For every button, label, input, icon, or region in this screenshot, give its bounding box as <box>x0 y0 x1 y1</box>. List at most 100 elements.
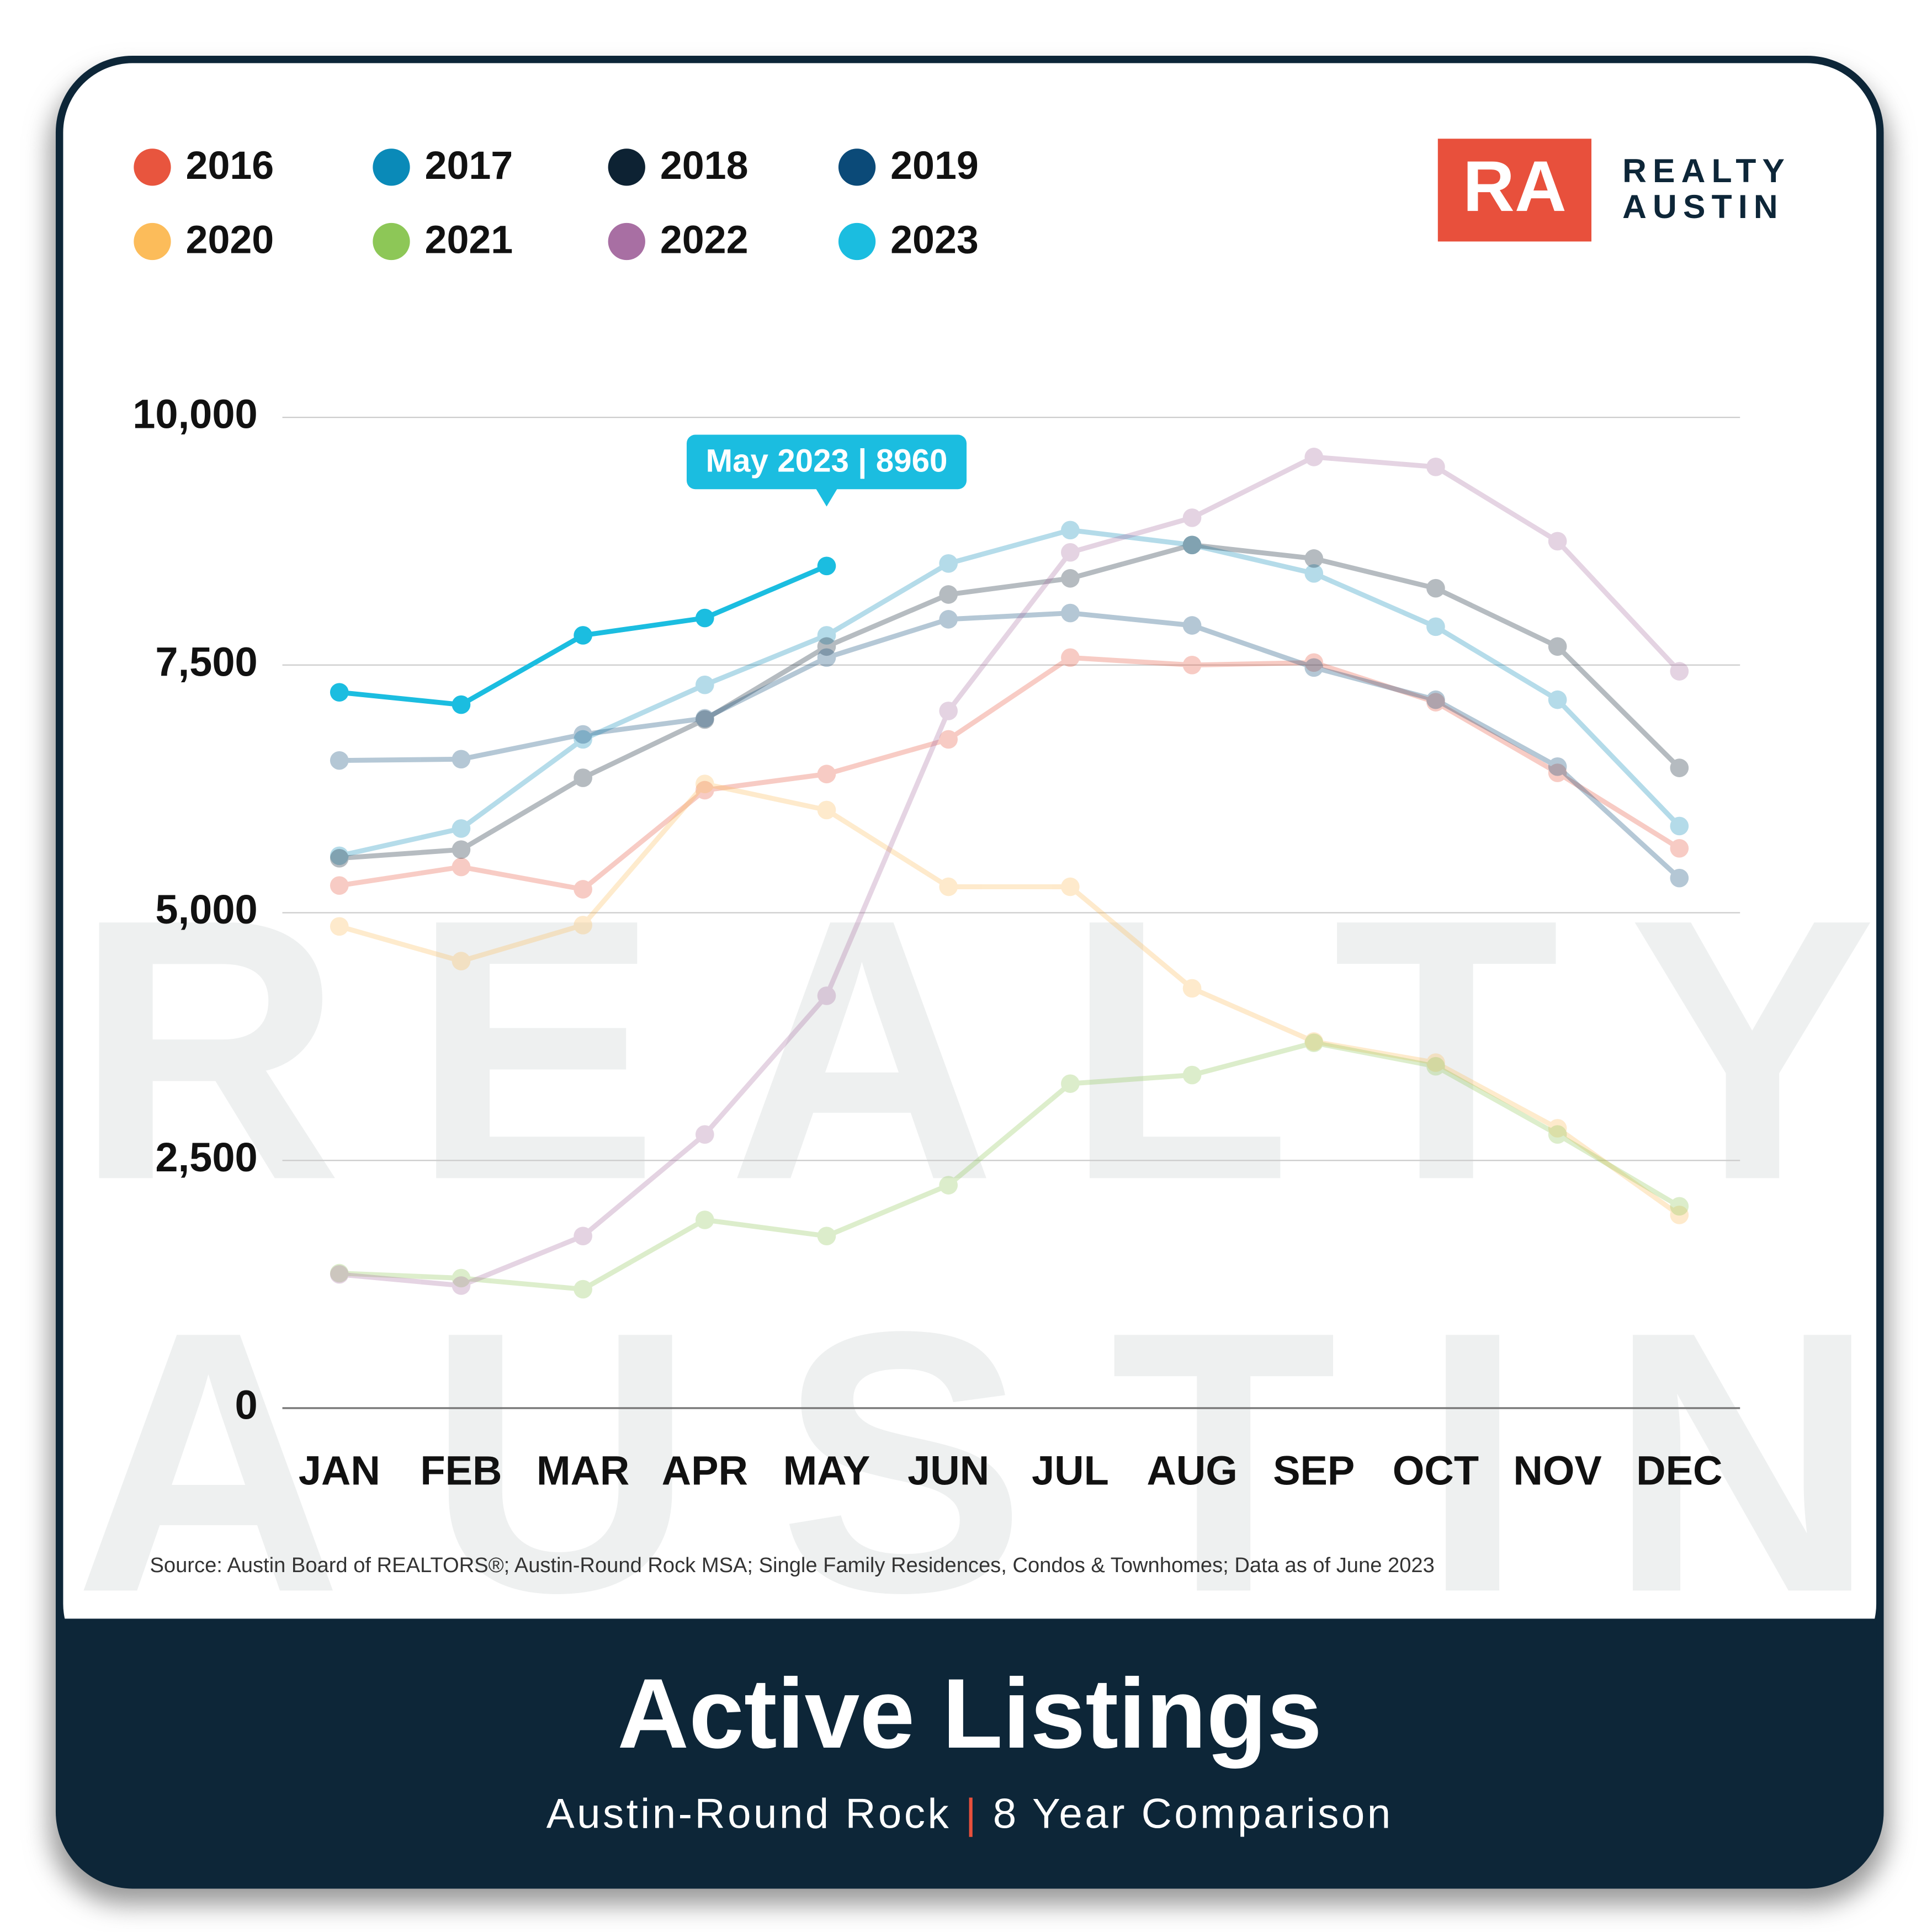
x-tick-label: MAR <box>537 1447 630 1493</box>
data-point <box>1548 757 1567 776</box>
data-point <box>330 846 349 866</box>
data-point <box>574 725 592 744</box>
legend-swatch <box>373 222 410 261</box>
series <box>330 1033 1689 1299</box>
data-point <box>695 709 714 728</box>
x-tick-label: MAY <box>783 1447 871 1493</box>
legend-swatch <box>608 222 645 261</box>
legend-label: 2023 <box>890 218 979 262</box>
data-point <box>452 1276 471 1295</box>
data-point <box>1182 979 1202 998</box>
y-tick-label: 0 <box>235 1382 257 1428</box>
legend-label: 2021 <box>425 218 513 262</box>
data-point <box>330 876 349 895</box>
card-body <box>63 63 1877 1674</box>
subtitle-separator: | <box>965 1791 979 1838</box>
x-tick-label: JAN <box>299 1447 380 1493</box>
x-tick-label: JUN <box>907 1447 989 1493</box>
y-tick-label: 5,000 <box>155 887 257 932</box>
series-line <box>339 542 1681 861</box>
data-point <box>939 554 958 573</box>
data-point <box>817 765 836 784</box>
data-point <box>1182 535 1202 555</box>
subtitle-part: 8 Year Comparison <box>993 1791 1393 1838</box>
data-point <box>817 556 836 576</box>
data-point <box>1061 603 1080 623</box>
annotation-pointer <box>815 487 838 507</box>
data-point <box>452 952 471 970</box>
data-point <box>1426 617 1445 636</box>
series <box>330 774 1689 1224</box>
legend-swatch <box>373 148 410 186</box>
logo-text: REALTY <box>1622 152 1791 189</box>
data-point <box>1548 763 1567 782</box>
logo-mark: RA <box>1463 146 1567 226</box>
data-point <box>1304 653 1324 672</box>
subtitle-part: Austin-Round Rock <box>546 1791 951 1838</box>
data-point <box>1670 758 1689 777</box>
data-point <box>1061 877 1080 896</box>
series <box>330 535 1689 868</box>
x-tick-label: SEP <box>1273 1447 1355 1493</box>
series <box>330 648 1689 899</box>
data-point <box>1182 1065 1202 1085</box>
series <box>330 448 1689 1295</box>
x-tick-label: APR <box>662 1447 748 1493</box>
series <box>330 603 1689 888</box>
data-point <box>1426 578 1445 598</box>
logo-text: AUSTIN <box>1622 188 1784 225</box>
series-line <box>339 655 1681 892</box>
series-line <box>339 454 1681 1288</box>
legend-label: 2019 <box>890 144 979 188</box>
data-point <box>1061 521 1080 540</box>
data-point <box>1061 648 1080 667</box>
data-point <box>1670 868 1689 888</box>
data-point <box>1670 1206 1689 1224</box>
data-point <box>452 695 471 714</box>
data-point <box>452 1268 471 1288</box>
y-tick-label: 10,000 <box>132 391 257 437</box>
data-point <box>574 768 592 787</box>
data-point <box>817 637 836 656</box>
legend-swatch <box>608 148 645 186</box>
data-point <box>695 608 714 628</box>
legend-label: 2017 <box>425 144 513 188</box>
data-point <box>1426 690 1445 709</box>
data-point <box>574 730 592 749</box>
data-point <box>1304 448 1324 466</box>
legend-label: 2018 <box>660 144 749 188</box>
plot: 0 2,500 5,000 7,500 10,000 JAN FEB MAR APR MAY JUN… <box>132 144 1740 1493</box>
data-point <box>1304 549 1324 568</box>
legend-swatch <box>134 222 171 261</box>
series-line <box>339 611 1681 880</box>
data-point <box>330 917 349 936</box>
data-point <box>1061 543 1080 562</box>
source: Source: Austin Board of REALTORS®; Austi… <box>150 1553 1434 1577</box>
legend-label: 2016 <box>186 144 274 188</box>
data-point <box>817 648 836 667</box>
data-point <box>939 610 958 629</box>
data-point <box>817 800 836 820</box>
x-tick-label: OCT <box>1393 1447 1479 1493</box>
data-point <box>330 1264 349 1283</box>
chart-title: Active Listings <box>617 1659 1322 1769</box>
data-point <box>695 781 714 800</box>
data-point <box>1426 458 1445 476</box>
data-point <box>1548 690 1567 709</box>
data-point <box>1304 564 1324 583</box>
data-point <box>1182 508 1202 527</box>
data-point <box>817 1227 836 1246</box>
data-point <box>1670 1197 1689 1216</box>
data-point <box>1182 535 1202 555</box>
data-point <box>695 1125 714 1144</box>
data-point <box>452 840 471 859</box>
data-point <box>1304 1032 1324 1051</box>
x-tick-label: DEC <box>1636 1447 1722 1493</box>
data-point <box>330 683 349 702</box>
x-tick-label: AUG <box>1147 1447 1237 1493</box>
legend-label: 2022 <box>660 218 749 262</box>
data-point <box>1426 693 1445 712</box>
data-point <box>1061 569 1080 588</box>
